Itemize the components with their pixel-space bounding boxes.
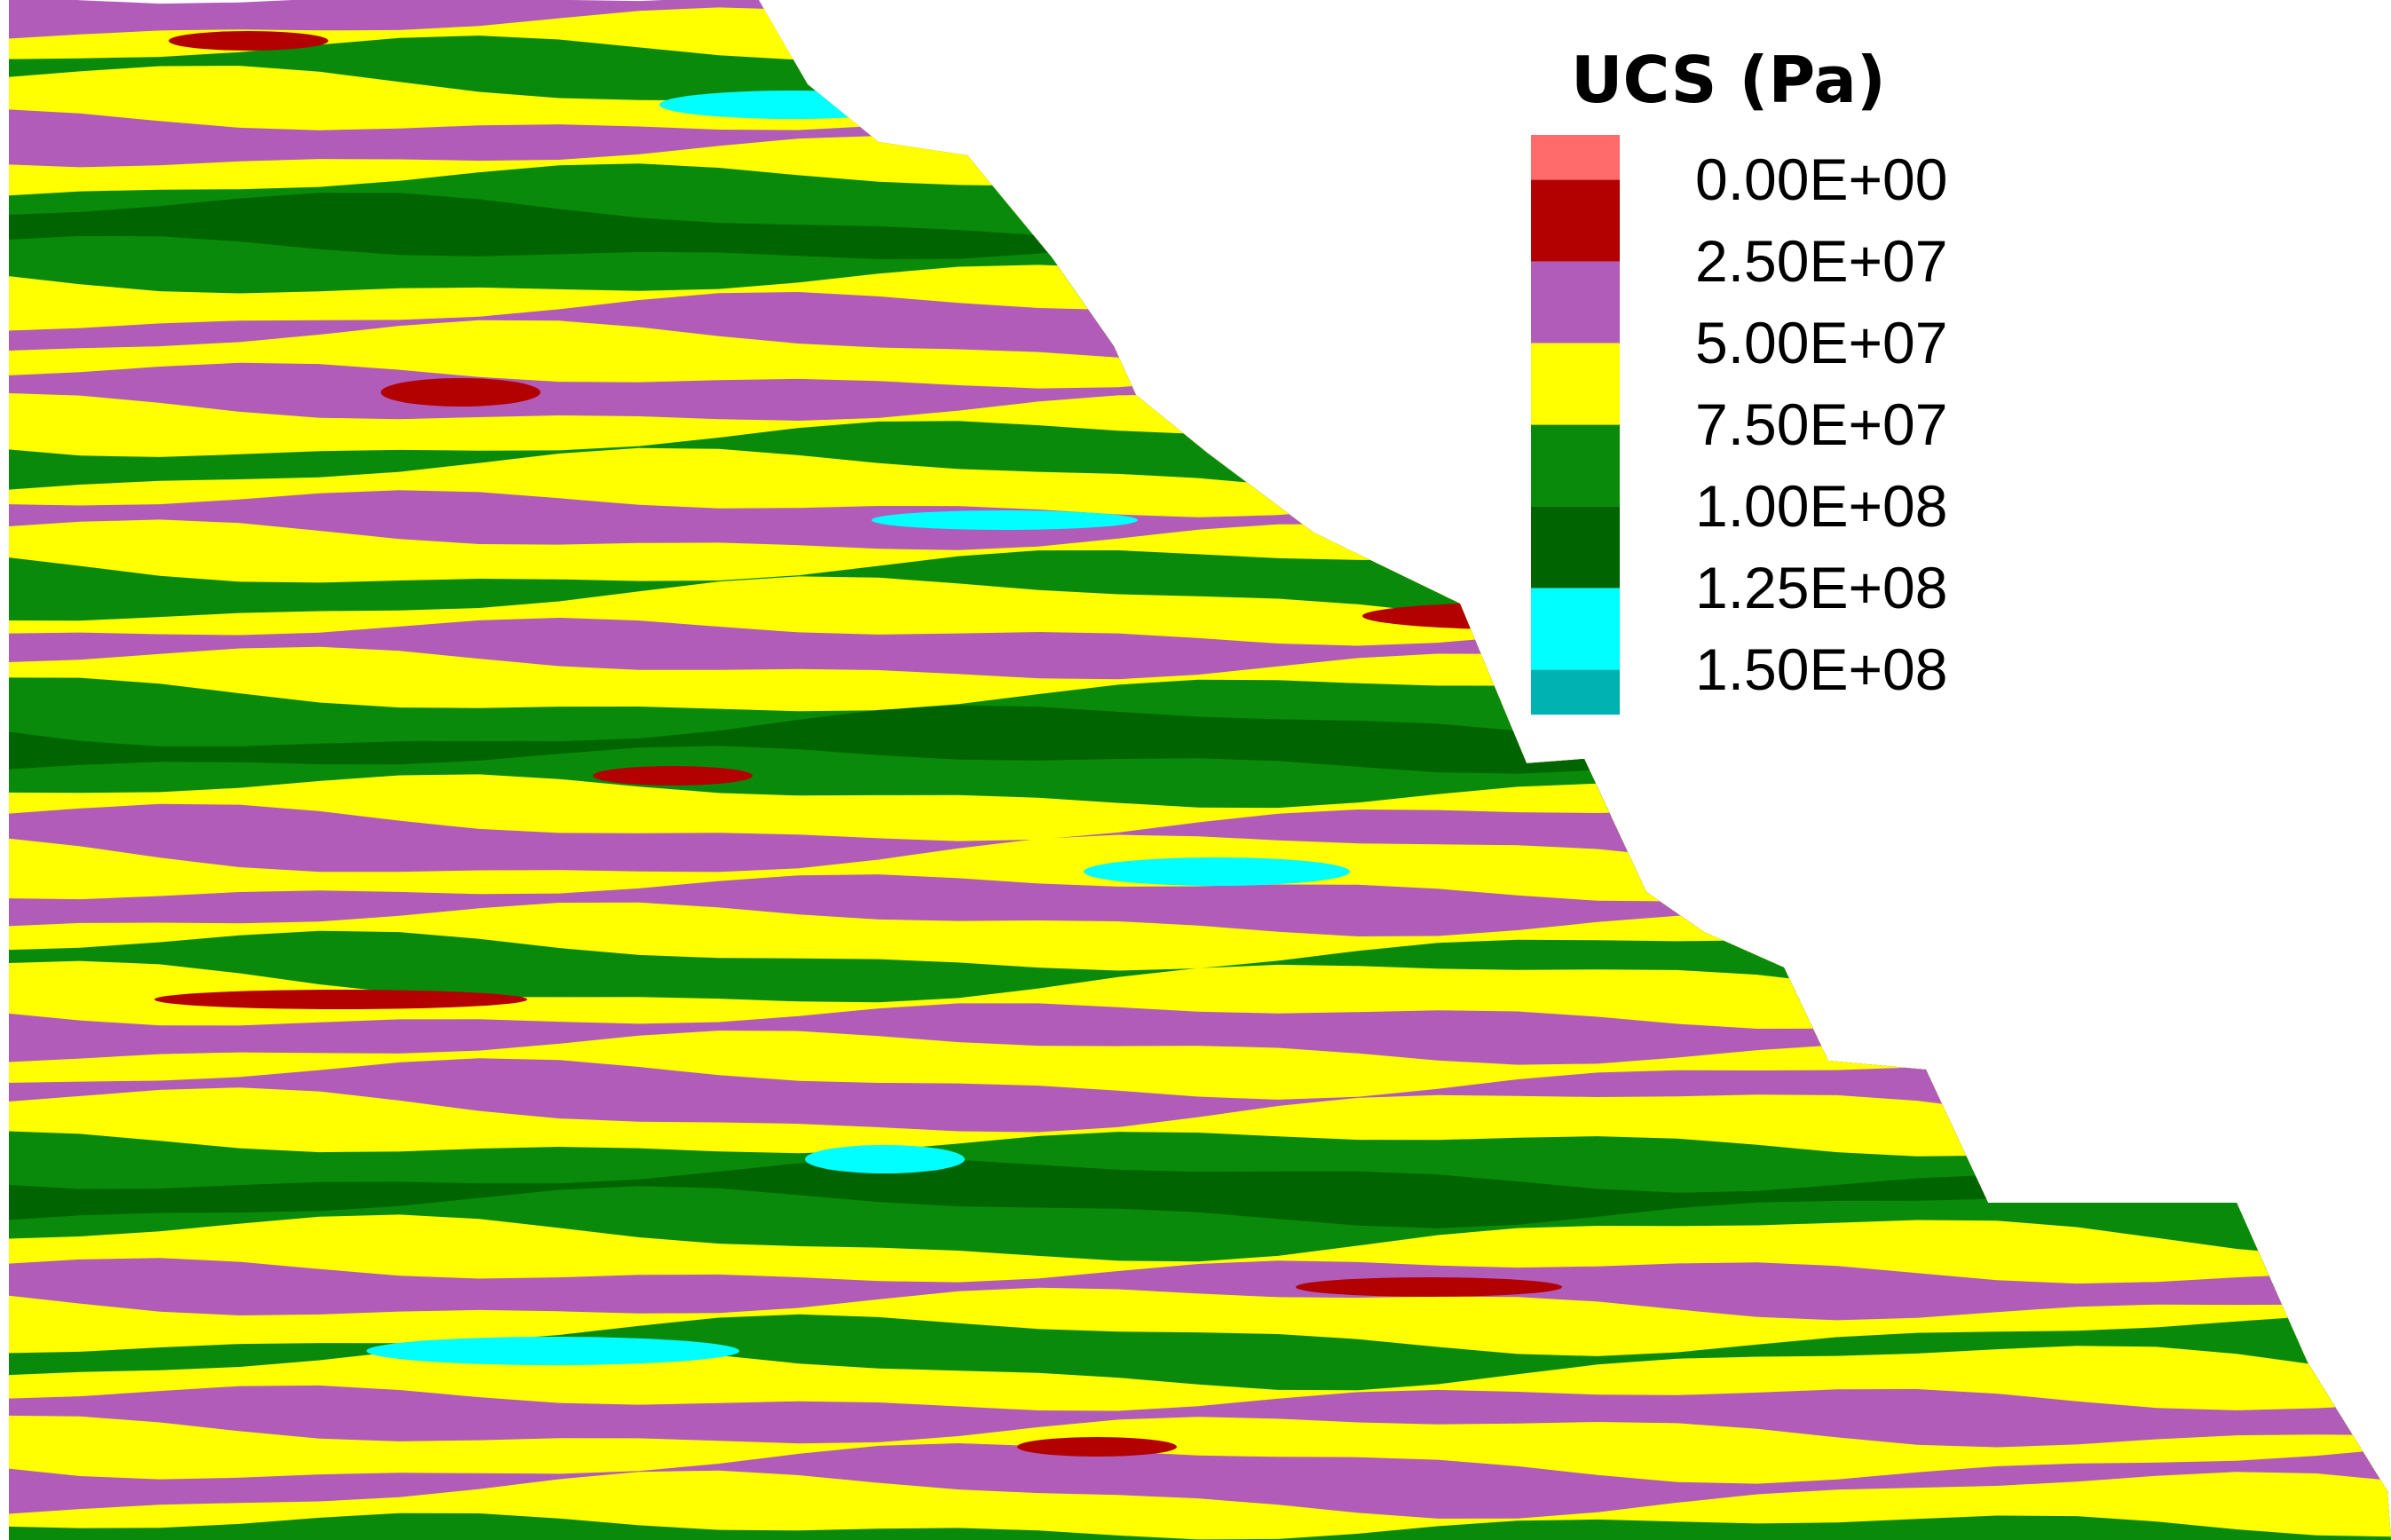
legend-swatch: [1531, 179, 1620, 262]
legend-label: 0.00E+00: [1695, 146, 1947, 212]
legend-title: UCS (Pa): [1571, 43, 1886, 117]
contour-lens: [872, 510, 1138, 530]
legend-label: 1.25E+08: [1695, 555, 1947, 620]
legend-label: 1.50E+08: [1695, 636, 1947, 702]
legend-swatches: 0.00E+00 2.50E+07 5.00E+07 7.50E+07 1.00E+08…: [1531, 135, 1947, 715]
contour-lens: [659, 91, 926, 119]
legend-swatch: [1531, 261, 1620, 344]
legend-label: 7.50E+07: [1695, 391, 1947, 457]
contour-lenses: [154, 31, 1735, 1457]
contour-lens: [154, 990, 527, 1009]
legend-label: 2.50E+07: [1695, 228, 1947, 294]
legend-label: 5.00E+07: [1695, 310, 1947, 375]
contour-lens: [593, 766, 753, 786]
contour-lens: [1017, 1437, 1177, 1457]
legend: UCS (Pa) 0.00E+00 2.50E+07 5.00E+07 7.50E+0…: [1531, 43, 1947, 715]
legend-swatch: [1531, 506, 1620, 588]
legend-label: 1.00E+08: [1695, 473, 1947, 539]
legend-swatch: [1531, 588, 1620, 670]
contour-band: [9, 1470, 2391, 1540]
contour-lens: [381, 378, 541, 407]
legend-swatch: [1531, 669, 1620, 715]
contour-lens: [1150, 223, 1523, 242]
legend-swatch: [1531, 135, 1620, 180]
contour-lens: [1296, 1277, 1562, 1297]
contour-lens: [1084, 857, 1350, 886]
contour-lens: [367, 1337, 739, 1365]
contour-band: [9, 1512, 2391, 1540]
legend-swatch: [1531, 343, 1620, 425]
legend-swatch: [1531, 424, 1620, 507]
contour-lens: [169, 31, 328, 51]
contour-lens: [805, 1145, 965, 1173]
